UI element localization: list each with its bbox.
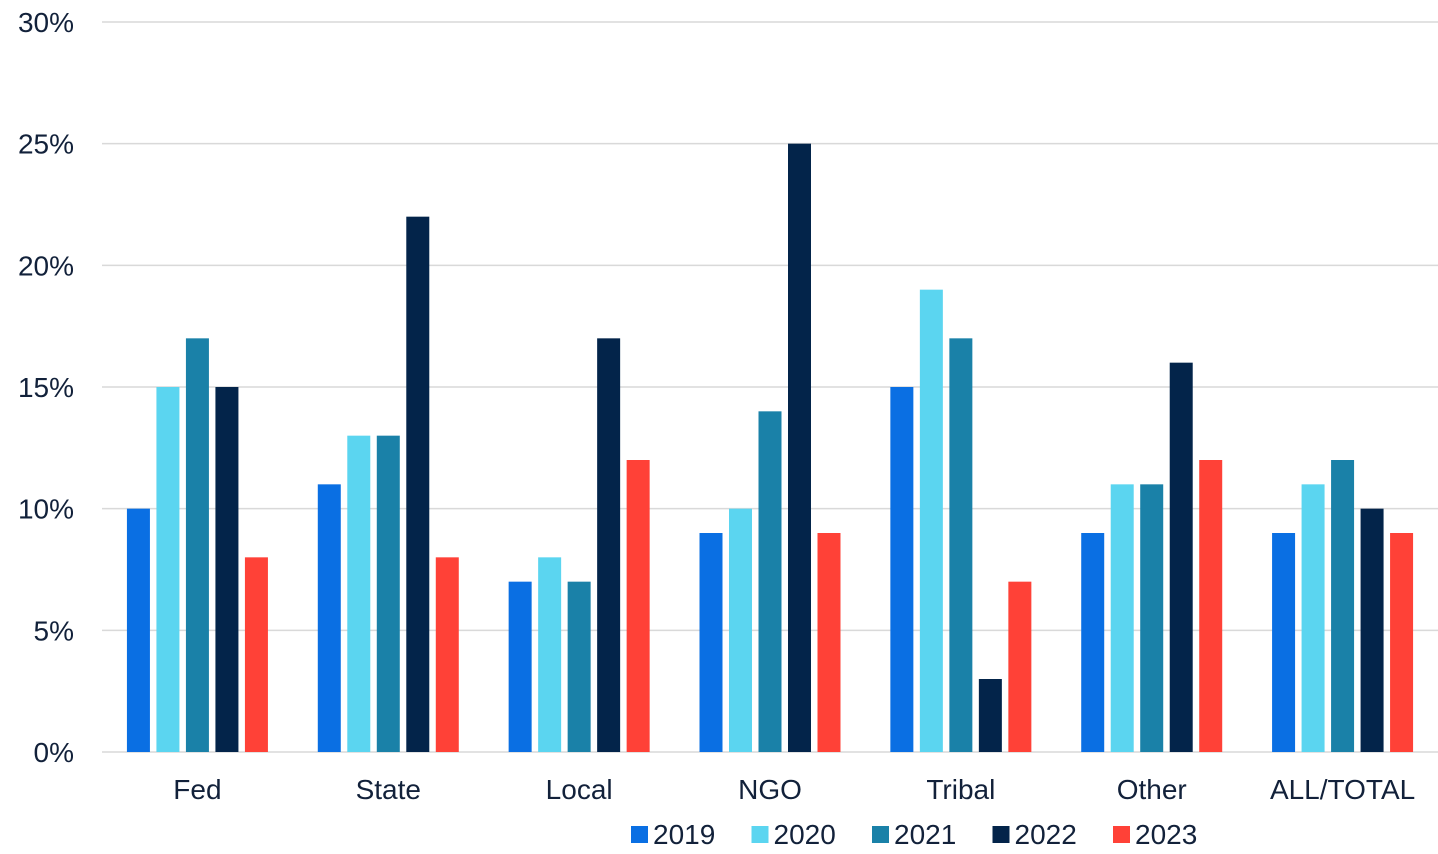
x-tick-label: Tribal <box>926 774 995 805</box>
legend-label: 2019 <box>653 819 715 849</box>
x-tick-label: Other <box>1117 774 1187 805</box>
bar-2020-local <box>538 557 562 752</box>
bar-2019-state <box>317 484 341 752</box>
bar-2020-ngo <box>729 508 752 752</box>
y-tick-label: 20% <box>18 250 74 281</box>
y-tick-label: 25% <box>18 129 74 160</box>
bar-2021-other <box>1140 484 1164 752</box>
legend-label: 2020 <box>774 819 836 849</box>
bar-2023-ngo <box>817 533 841 752</box>
bar-2023-local <box>626 460 650 752</box>
legend-label: 2022 <box>1015 819 1077 849</box>
bar-2022-local <box>597 338 621 752</box>
bar-2019-all-total <box>1272 533 1296 752</box>
bar-2020-other <box>1110 484 1134 752</box>
x-tick-label: NGO <box>738 774 802 805</box>
y-tick-label: 0% <box>34 737 74 768</box>
bar-2023-all-total <box>1390 533 1414 752</box>
bar-2022-state <box>406 216 430 752</box>
legend-swatch <box>1113 826 1130 843</box>
legend: 2019 2020 2021 2022 2023 <box>631 819 1197 850</box>
legend-label: 2023 <box>1135 819 1197 849</box>
bar-2020-fed <box>156 387 180 752</box>
x-axis-tick-labels: Fed State Local NGO Tribal Other ALL/TOTAL <box>173 774 1415 805</box>
bar-2023-fed <box>244 557 268 752</box>
legend-label: 2021 <box>894 819 956 849</box>
bar-2021-all-total <box>1331 460 1355 752</box>
bar-2021-tribal <box>949 338 973 752</box>
y-tick-label: 5% <box>34 615 74 646</box>
bar-2023-other <box>1199 460 1223 752</box>
y-tick-label: 10% <box>18 494 74 525</box>
bar-2020-all-total <box>1301 484 1325 752</box>
bar-2021-ngo <box>758 411 782 752</box>
y-tick-label: 30% <box>18 7 74 38</box>
bar-2019-tribal <box>890 387 914 752</box>
bars <box>126 143 1414 752</box>
bar-2022-fed <box>215 387 239 752</box>
bar-2022-tribal <box>978 679 1002 752</box>
x-tick-label: Local <box>546 774 613 805</box>
legend-swatch <box>631 826 648 843</box>
bar-2022-other <box>1169 362 1193 752</box>
y-axis-tick-labels: 0% 5% 10% 15% 20% 25% 30% <box>18 7 74 768</box>
x-tick-label: Fed <box>173 774 221 805</box>
bar-2019-fed <box>126 508 150 752</box>
bar-2022-ngo <box>788 143 811 752</box>
x-tick-label: State <box>356 774 421 805</box>
x-tick-label: ALL/TOTAL <box>1270 774 1415 805</box>
legend-swatch <box>751 826 769 843</box>
bar-2021-fed <box>185 338 209 752</box>
bar-2019-other <box>1081 533 1105 752</box>
legend-swatch <box>992 826 1010 843</box>
bar-2019-ngo <box>699 533 723 752</box>
bar-2023-state <box>435 557 459 752</box>
bar-2020-state <box>347 435 371 752</box>
bar-2019-local <box>508 581 532 752</box>
bar-2021-local <box>567 581 591 752</box>
bar-2023-tribal <box>1008 581 1032 752</box>
bar-2021-state <box>376 435 400 752</box>
bar-2020-tribal <box>919 289 943 752</box>
bar-2022-all-total <box>1360 508 1384 752</box>
y-tick-label: 15% <box>18 372 74 403</box>
legend-swatch <box>872 826 889 843</box>
